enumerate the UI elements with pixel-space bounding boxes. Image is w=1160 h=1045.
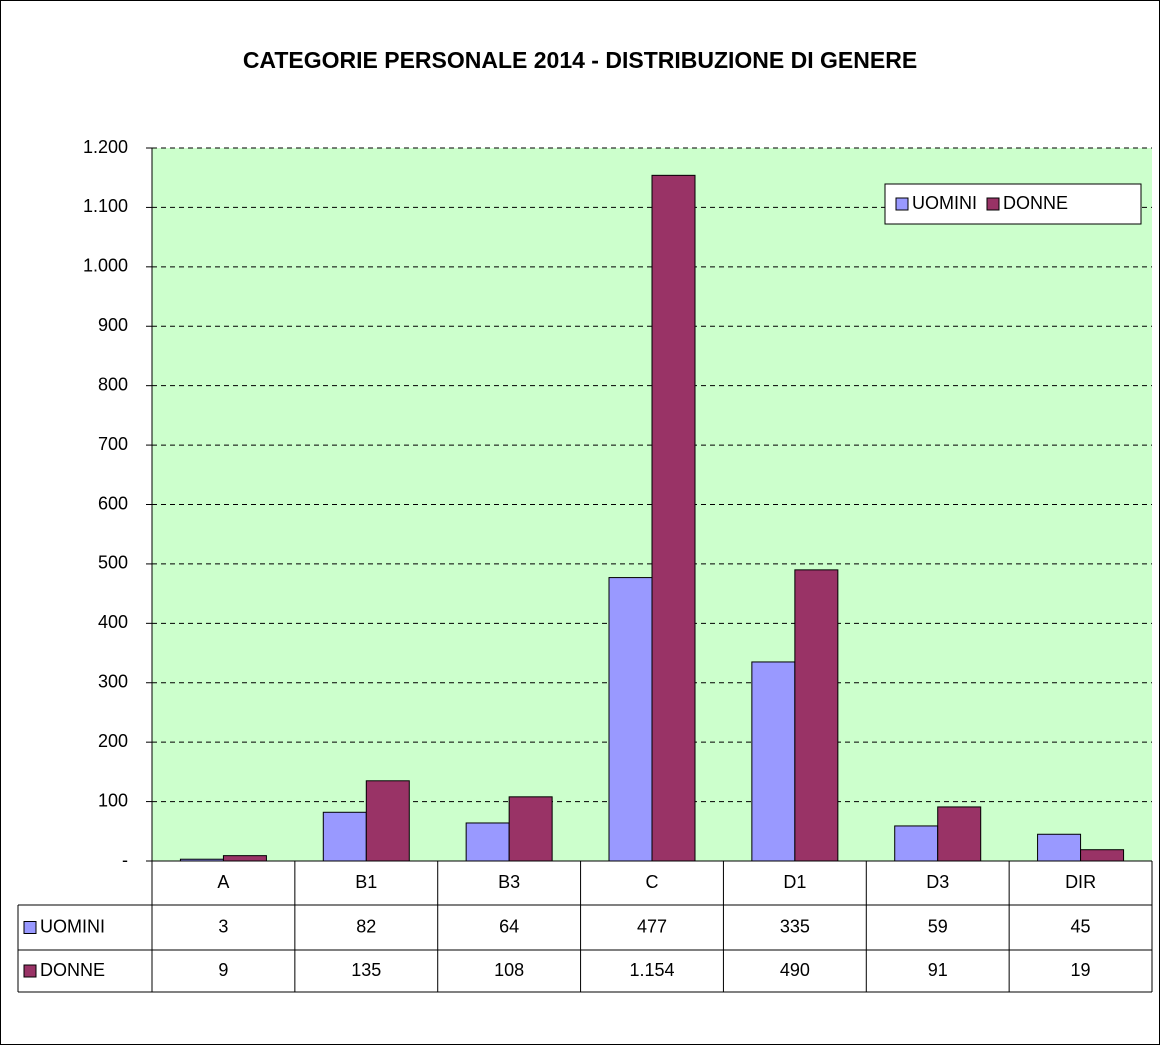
table-cell: 477	[637, 916, 667, 936]
bar	[794, 569, 839, 862]
bar	[322, 811, 367, 862]
y-tick-label: 1.000	[83, 256, 128, 276]
table-cell: 335	[780, 916, 810, 936]
legend-box	[884, 183, 1142, 225]
y-tick-label: 300	[98, 672, 128, 692]
table-cell: 45	[1071, 916, 1091, 936]
bar	[894, 825, 939, 862]
bar	[937, 806, 982, 862]
bar	[608, 577, 653, 862]
y-tick-label: 800	[98, 374, 128, 394]
bar	[751, 661, 796, 862]
x-tick-label: D1	[783, 872, 806, 892]
table-cell: 3	[218, 916, 228, 936]
table-cell: 19	[1071, 960, 1091, 980]
x-tick-label: DIR	[1065, 872, 1096, 892]
chart-title: CATEGORIE PERSONALE 2014 - DISTRIBUZIONE…	[243, 47, 917, 73]
bar	[651, 174, 696, 862]
bar	[222, 855, 267, 862]
table-cell: 135	[351, 960, 381, 980]
table-cell: 108	[494, 960, 524, 980]
table-cell: 9	[218, 960, 228, 980]
bar	[508, 796, 553, 862]
bar	[1037, 833, 1082, 862]
table-cell: 490	[780, 960, 810, 980]
y-tick-label: 500	[98, 553, 128, 573]
table-row-label: UOMINI	[40, 916, 105, 936]
table-row-label: DONNE	[40, 960, 105, 980]
bar	[365, 780, 410, 862]
bar	[1080, 849, 1125, 862]
x-tick-label: C	[646, 872, 659, 892]
table-cell: 64	[499, 916, 519, 936]
table-key	[23, 964, 37, 978]
y-tick-label: 200	[98, 731, 128, 751]
legend-key	[986, 197, 1000, 211]
x-tick-label: B1	[355, 872, 377, 892]
legend-key	[895, 197, 909, 211]
y-tick-label: 100	[98, 790, 128, 810]
bar	[465, 822, 510, 862]
x-tick-label: D3	[926, 872, 949, 892]
y-tick-label: -	[122, 850, 128, 870]
table-cell: 1.154	[629, 960, 674, 980]
y-tick-label: 900	[98, 315, 128, 335]
table-key	[23, 921, 37, 934]
y-tick-label: 1.200	[83, 137, 128, 157]
x-tick-label: A	[217, 872, 229, 892]
y-tick-label: 700	[98, 434, 128, 454]
table-cell: 82	[356, 916, 376, 936]
table-cell: 59	[928, 916, 948, 936]
legend-label: DONNE	[1003, 193, 1068, 213]
legend-label: UOMINI	[912, 193, 977, 213]
x-tick-label: B3	[498, 872, 520, 892]
y-tick-label: 400	[98, 612, 128, 632]
table-cell: 91	[928, 960, 948, 980]
y-tick-label: 1.100	[83, 196, 128, 216]
y-tick-label: 600	[98, 493, 128, 513]
